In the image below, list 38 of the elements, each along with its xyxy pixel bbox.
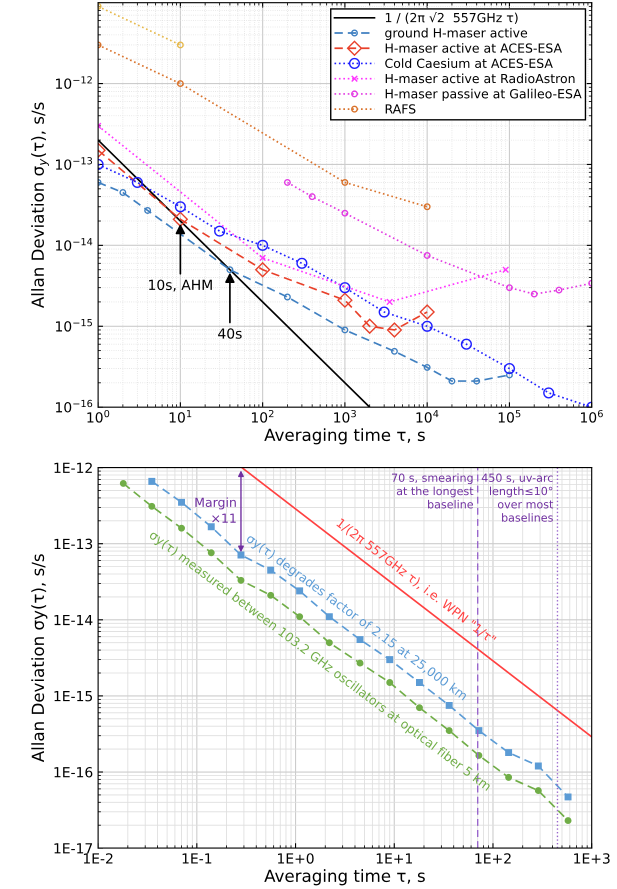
legend-label: H-maser passive at Galileo-ESA (386, 88, 582, 101)
annotation: Margin ×11 (195, 497, 236, 523)
y-tick-label: 1E-15 (54, 691, 92, 702)
y-tick-label: 1E-13 (54, 538, 92, 550)
x-tick-label: 10$^{2}$ (252, 410, 274, 423)
x-tick-label: 1E+1 (376, 853, 412, 864)
x-axis-title: Averaging time τ, s (264, 428, 425, 444)
legend-label: 1 / (2π √2 557GHz τ) (386, 12, 518, 24)
x-tick-label: 1E+0 (278, 853, 314, 864)
y-tick-label: 1E-14 (54, 614, 92, 626)
x-tick-label: 1E+2 (475, 853, 511, 864)
legend-label: Cold Caesium at ACES-ESA (385, 58, 553, 68)
x-tick-label: 1E-1 (182, 853, 212, 864)
x-axis-title: Averaging time τ, s (264, 869, 425, 886)
y-tick-label: 10$^{−12}$ (56, 76, 92, 89)
y-tick-label: 1E-17 (54, 843, 92, 854)
legend-label: H-maser active at RadioAstron (386, 74, 575, 84)
y-axis-title: Allan Deviation σ$_{y}$(τ), s/s (31, 102, 49, 308)
x-tick-label: 10$^{1}$ (170, 410, 192, 423)
y-tick-label: 10$^{−14}$ (56, 238, 92, 251)
x-tick-label: 10$^{6}$ (581, 410, 603, 423)
annotation: 40s (218, 328, 242, 339)
x-tick-label: 10$^{4}$ (416, 410, 438, 423)
y-tick-label: 10$^{−13}$ (56, 157, 92, 170)
x-tick-label: 10$^{5}$ (498, 410, 520, 423)
x-tick-label: 1E-2 (84, 853, 112, 864)
x-tick-label: 1E+3 (574, 853, 610, 864)
y-tick-label: 1E-16 (54, 766, 92, 778)
legend-label: ground H-maser active (385, 28, 528, 40)
ref-line-label: 450 s, uv-arc length≤10° over most baselines (482, 474, 554, 522)
annotation: 10s, AHM (149, 280, 212, 292)
ref-line-label: 70 s, smearing at the longest baseline (392, 473, 474, 508)
y-tick-label: 1E-12 (54, 462, 92, 473)
y-tick-label: 10$^{−15}$ (56, 319, 92, 332)
x-tick-label: 10$^{3}$ (334, 410, 356, 423)
legend-label: H-maser active at ACES-ESA (386, 43, 562, 53)
legend-label: RAFS (386, 104, 416, 114)
y-axis-title: Allan Deviation σy(τ), s/s (31, 554, 48, 762)
